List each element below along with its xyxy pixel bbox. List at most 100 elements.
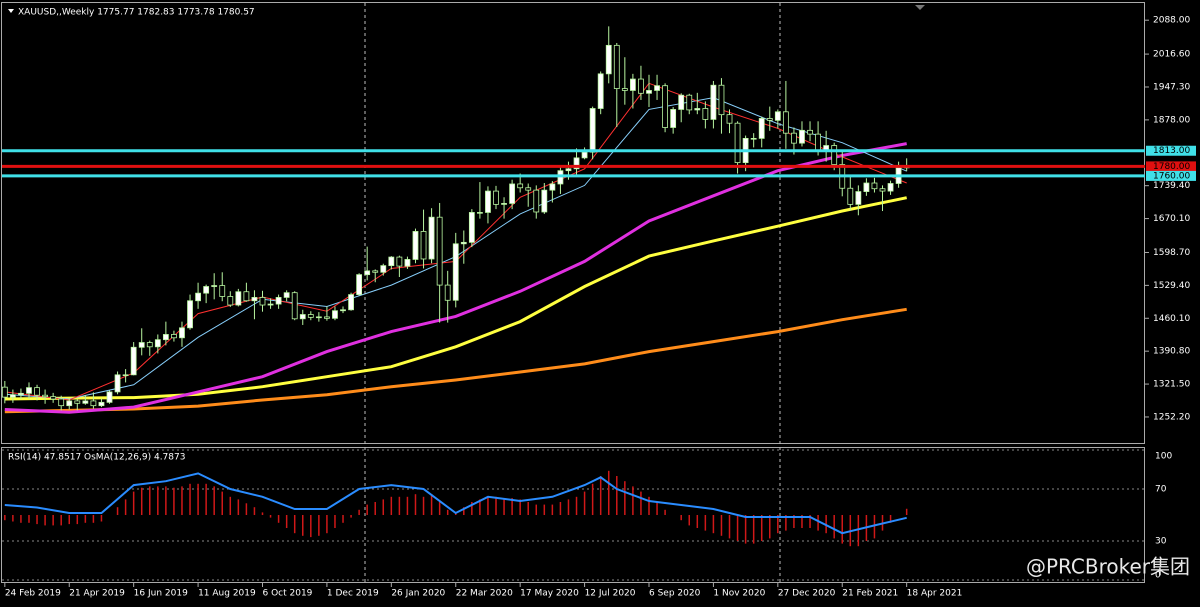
osma-bar <box>664 509 666 515</box>
candle-body <box>307 314 314 318</box>
osma-bar <box>471 502 473 515</box>
candle-body <box>734 122 741 164</box>
osma-bar <box>769 515 771 539</box>
osma-bar <box>197 483 199 515</box>
osma-bar <box>760 515 763 541</box>
osma-bar <box>181 486 183 515</box>
candle-body <box>90 400 97 407</box>
candle-body <box>283 292 290 298</box>
osma-bar <box>873 515 876 539</box>
watermark: @PRCBroker集团 <box>1026 555 1190 579</box>
candle-body <box>710 84 717 120</box>
osma-bar <box>318 515 320 536</box>
price-panel <box>1 2 1145 444</box>
candle-body <box>831 145 838 165</box>
candle-body <box>847 187 854 205</box>
osma-bar <box>696 515 699 528</box>
osma-bar <box>575 496 578 515</box>
candle-body <box>444 284 451 301</box>
candle-body <box>638 78 644 94</box>
osma-bar <box>157 486 159 515</box>
x-tick-label: 24 Feb 2019 <box>5 589 61 599</box>
osma-bar <box>495 496 497 515</box>
candle-body <box>315 316 322 319</box>
candle-body <box>646 90 652 94</box>
osma-bar <box>76 515 79 525</box>
candle-body <box>179 327 185 339</box>
osma-bar <box>744 515 747 544</box>
osma-bar <box>833 515 835 539</box>
osma-bar <box>446 509 449 515</box>
candle-body <box>332 310 338 319</box>
osma-bar <box>302 515 304 536</box>
osma-bar <box>342 515 344 523</box>
y-tick-label: 0 <box>1155 571 1161 581</box>
candle-body <box>58 398 65 407</box>
candle-body <box>662 85 668 128</box>
y-tick-label: 1321.50 <box>1153 380 1190 390</box>
candle-body <box>766 118 773 121</box>
y-tick-label: 2088.00 <box>1153 16 1190 26</box>
x-tick-label: 6 Oct 2019 <box>262 589 312 599</box>
x-tick-label: 22 Mar 2020 <box>456 589 513 599</box>
candle-body <box>460 241 467 245</box>
osma-bar <box>487 496 489 515</box>
osma-bar <box>261 512 264 515</box>
indicator-title: RSI(14) 47.8517 OsMA(12,26,9) 4.7873 <box>8 453 185 463</box>
osma-bar <box>640 491 642 515</box>
candle-body <box>694 108 701 111</box>
candle-body <box>525 187 532 191</box>
osma-bar <box>567 499 570 515</box>
candle-body <box>879 188 886 192</box>
x-tick-label: 27 Dec 2020 <box>778 589 836 599</box>
osma-bar <box>140 487 143 515</box>
candle-body <box>774 111 781 121</box>
candle-body <box>404 259 411 267</box>
osma-bar <box>173 487 175 515</box>
candle-body <box>428 216 435 260</box>
osma-bar <box>350 515 352 518</box>
osma-bar <box>310 515 312 538</box>
candle-body <box>243 291 250 302</box>
candle-body <box>477 212 483 214</box>
osma-bar <box>519 499 521 515</box>
osma-bar <box>253 507 256 515</box>
candle-body <box>501 203 507 205</box>
osma-bar <box>793 515 795 528</box>
osma-bar <box>36 515 38 525</box>
osma-bar <box>84 515 87 523</box>
candle-body <box>686 94 693 111</box>
candle-body <box>219 285 226 297</box>
osma-bar <box>20 515 22 523</box>
candle-body <box>267 303 274 306</box>
candle-body <box>629 78 636 91</box>
osma-bar <box>205 483 207 515</box>
osma-bar <box>213 486 215 515</box>
candle-body <box>396 256 403 267</box>
candle-body <box>605 44 612 75</box>
candle-body <box>468 212 475 243</box>
osma-bar <box>599 476 602 515</box>
osma-bar <box>704 515 707 531</box>
candle-body <box>621 88 628 91</box>
y-tick-label: 1529.40 <box>1153 281 1190 291</box>
candle-body <box>549 183 556 191</box>
candle-body <box>412 231 419 260</box>
osma-bar <box>607 470 610 515</box>
indicator-line <box>4 142 907 414</box>
candle-body <box>82 400 89 404</box>
candle-body <box>863 182 870 192</box>
osma-bar <box>326 515 328 534</box>
candle-body <box>259 297 266 306</box>
osma-bar <box>366 504 368 515</box>
candle-body <box>493 190 499 205</box>
osma-bar <box>559 502 562 515</box>
osma-bar <box>591 483 594 515</box>
candle-body <box>452 243 459 301</box>
candle-body <box>275 297 282 305</box>
candle-body <box>203 286 210 294</box>
osma-bar <box>809 515 811 528</box>
level-label-box <box>1146 145 1196 156</box>
y-tick-label: 100 <box>1155 452 1172 462</box>
candle-body <box>50 396 57 400</box>
